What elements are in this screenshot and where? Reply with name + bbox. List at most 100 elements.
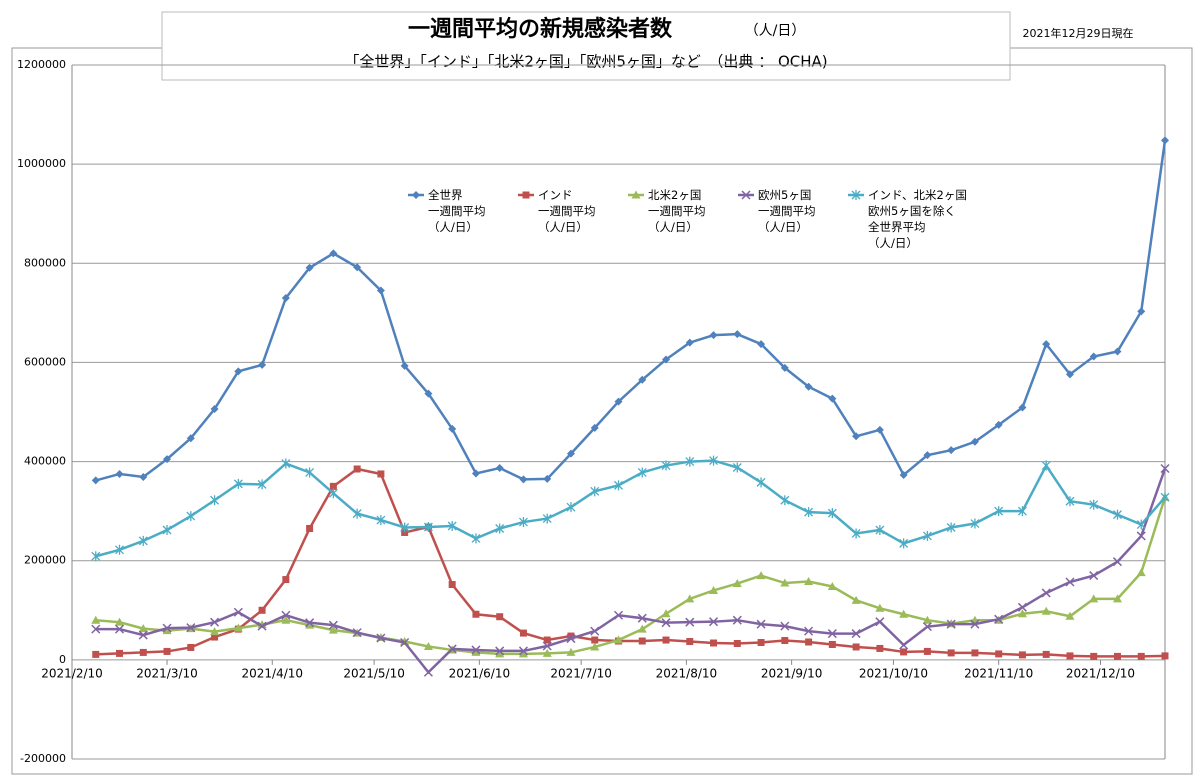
point xyxy=(922,615,932,624)
point xyxy=(637,624,647,633)
point xyxy=(91,615,101,624)
point xyxy=(827,581,837,590)
point xyxy=(900,648,908,656)
legend-label: 欧州5ヶ国 一週間平均 （人/日） xyxy=(758,188,816,234)
point xyxy=(233,623,243,632)
point xyxy=(899,609,909,618)
point xyxy=(138,630,148,640)
point xyxy=(995,650,1003,658)
point xyxy=(685,456,695,467)
point xyxy=(614,635,623,644)
point xyxy=(1065,611,1075,620)
y-tick-label: 1200000 xyxy=(17,58,66,71)
point xyxy=(851,528,861,539)
point xyxy=(542,513,552,524)
point xyxy=(1042,340,1051,349)
legend-label: 全世界 一週間平均 （人/日） xyxy=(428,188,486,234)
point xyxy=(757,639,765,647)
point xyxy=(257,479,267,490)
point xyxy=(923,451,932,460)
point xyxy=(257,621,267,631)
point xyxy=(1065,370,1074,379)
point xyxy=(1136,519,1146,530)
point xyxy=(1066,652,1074,660)
point xyxy=(495,464,504,473)
point xyxy=(187,643,195,651)
point xyxy=(518,649,528,658)
point xyxy=(116,649,124,657)
point xyxy=(328,488,338,499)
point xyxy=(805,638,813,646)
point xyxy=(423,522,433,533)
point xyxy=(1017,609,1027,618)
point xyxy=(496,613,504,621)
point xyxy=(448,581,456,589)
point xyxy=(899,538,909,549)
point xyxy=(519,475,528,484)
point xyxy=(448,424,457,433)
series-line xyxy=(95,496,1167,656)
point xyxy=(662,636,670,644)
point xyxy=(710,639,718,647)
point xyxy=(1090,652,1098,660)
point xyxy=(281,293,290,302)
subtitle: 「全世界」「インド」「北米2ヶ国」「欧州5ヶ国」など （出典 ： OCHA) xyxy=(344,53,827,71)
point xyxy=(186,623,196,633)
point xyxy=(590,423,599,432)
legend-marker xyxy=(522,191,530,199)
point xyxy=(661,609,671,618)
point xyxy=(495,649,505,658)
point xyxy=(709,331,718,340)
point xyxy=(353,263,362,272)
x-tick-label: 2021/8/10 xyxy=(656,666,718,680)
point xyxy=(1137,652,1145,660)
point xyxy=(567,632,575,640)
point xyxy=(234,367,243,376)
legend-marker xyxy=(851,190,861,200)
point xyxy=(376,286,385,295)
point xyxy=(162,623,172,633)
point xyxy=(709,617,719,627)
point xyxy=(994,506,1004,517)
point xyxy=(328,620,338,630)
point xyxy=(685,594,695,603)
point xyxy=(139,472,148,481)
point xyxy=(757,340,766,349)
y-tick-label: 200000 xyxy=(24,554,66,567)
point xyxy=(471,469,480,478)
point xyxy=(282,576,290,584)
point xyxy=(947,649,955,657)
point xyxy=(114,624,125,634)
point xyxy=(1089,594,1099,603)
point xyxy=(971,649,979,657)
point xyxy=(638,637,646,645)
point xyxy=(922,622,932,632)
y-tick-label: 600000 xyxy=(24,355,66,368)
point xyxy=(542,641,552,651)
legend-marker xyxy=(741,190,751,200)
point xyxy=(852,643,860,651)
point xyxy=(899,470,908,479)
point xyxy=(591,636,599,644)
point xyxy=(1161,136,1169,145)
series-line xyxy=(95,467,1166,658)
point xyxy=(472,610,480,618)
point xyxy=(1112,594,1122,603)
point xyxy=(827,629,837,639)
point xyxy=(780,363,789,372)
point xyxy=(186,434,195,443)
point xyxy=(828,394,837,403)
point xyxy=(210,627,220,636)
point xyxy=(851,595,861,604)
y-tick-label: -200000 xyxy=(20,752,66,765)
point xyxy=(1113,347,1122,356)
point xyxy=(875,603,885,612)
point xyxy=(138,535,148,546)
point xyxy=(352,508,362,519)
date-note: 2021年12月29日現在 xyxy=(1023,26,1134,40)
point xyxy=(1089,571,1099,581)
point xyxy=(946,522,956,533)
point xyxy=(353,465,361,473)
x-tick-label: 2021/12/10 xyxy=(1066,666,1135,680)
